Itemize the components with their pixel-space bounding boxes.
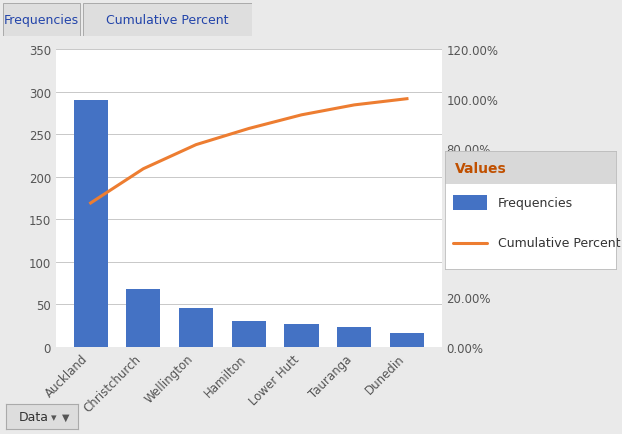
Text: Frequencies: Frequencies	[498, 197, 573, 209]
FancyBboxPatch shape	[445, 185, 616, 269]
Bar	[73, 101, 108, 347]
Bar	[284, 324, 318, 347]
Bar	[231, 321, 266, 347]
Text: ▼: ▼	[62, 412, 70, 422]
Bar	[179, 308, 213, 347]
Text: Data: Data	[19, 410, 49, 423]
Text: Cumulative Percent: Cumulative Percent	[106, 14, 228, 27]
Text: Frequencies: Frequencies	[4, 14, 79, 27]
FancyBboxPatch shape	[453, 195, 488, 210]
FancyBboxPatch shape	[83, 4, 252, 37]
Bar	[126, 289, 160, 347]
Bar	[337, 327, 371, 347]
Bar	[390, 333, 424, 347]
Text: Values: Values	[455, 161, 507, 175]
Text: ▾: ▾	[50, 412, 56, 422]
FancyBboxPatch shape	[3, 4, 80, 37]
Text: Cumulative Percent: Cumulative Percent	[498, 237, 620, 250]
